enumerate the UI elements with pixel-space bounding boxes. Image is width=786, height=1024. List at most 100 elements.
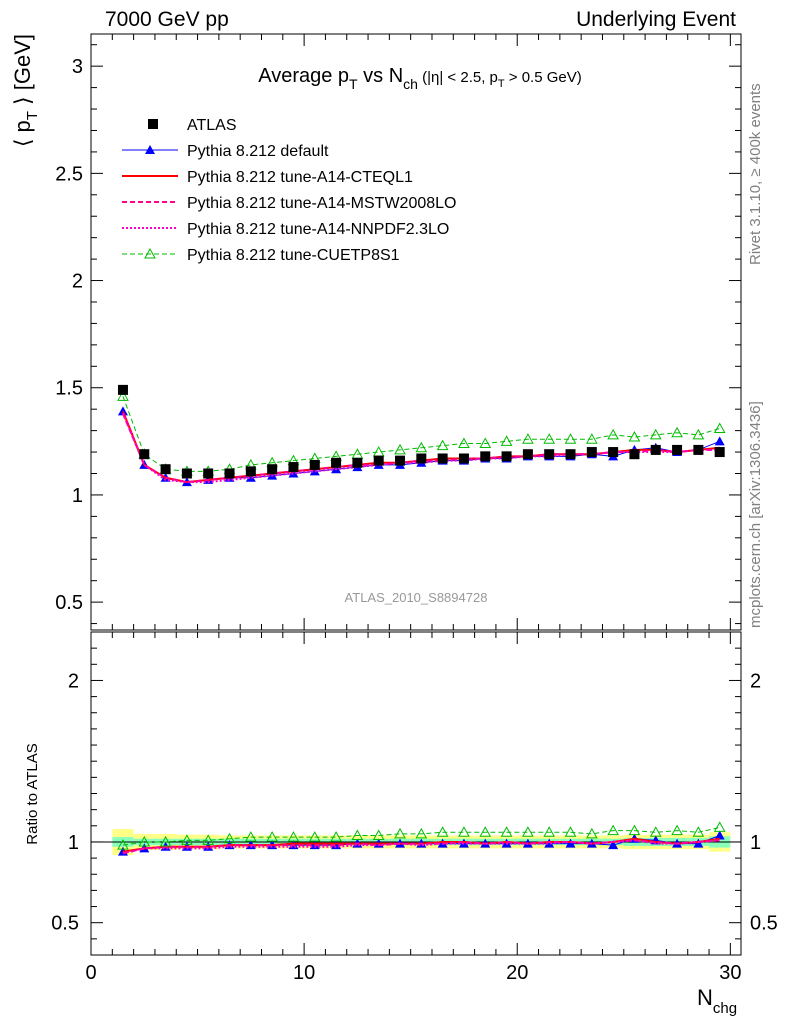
main-data-point <box>139 449 150 460</box>
main-data-point <box>288 462 299 473</box>
ratio-point-cuetp8s1 <box>628 824 641 836</box>
ratio-point-cuetp8s1 <box>458 826 470 837</box>
ratio-y-axis-title: Ratio to ATLAS <box>24 743 41 844</box>
legend-label-cteql1: Pythia 8.212 tune-A14-CTEQL1 <box>187 169 413 186</box>
ratio-line-cuetp8s1 <box>122 826 720 846</box>
legend-label-data: ATLAS <box>187 117 237 134</box>
ratio-point-cuetp8s1 <box>351 829 364 840</box>
y-tick-label-right: 2 <box>750 670 761 692</box>
main-data-point <box>309 459 320 470</box>
main-point-cuetp8s1 <box>628 431 641 442</box>
y-tick-label: 1 <box>68 832 79 854</box>
y-tick-label: 2 <box>72 271 83 293</box>
main-point-cuetp8s1 <box>436 439 449 451</box>
main-data-point <box>586 447 597 458</box>
y-tick-label: 2.5 <box>55 163 83 185</box>
main-data-point <box>117 384 128 395</box>
main-data-point <box>203 468 214 479</box>
ratio-point-default <box>693 838 704 848</box>
y-axis-title: ⟨ pT ⟩ [GeV] <box>10 34 41 147</box>
mcplots-label: mcplots.cern.ch [arXiv:1306.3436] <box>747 401 764 628</box>
main-point-cuetp8s1 <box>458 437 470 448</box>
ratio-point-cuetp8s1 <box>287 831 300 842</box>
main-data-point <box>181 468 192 479</box>
legend-label-mstw: Pythia 8.212 tune-A14-MSTW2008LO <box>187 195 456 212</box>
ratio-point-cuetp8s1 <box>223 832 236 844</box>
ratio-plot-frame <box>90 631 742 956</box>
main-point-cuetp8s1 <box>671 426 683 438</box>
ratio-point-cuetp8s1 <box>394 827 406 839</box>
main-point-cuetp8s1 <box>522 433 534 444</box>
main-point-cuetp8s1 <box>713 422 726 433</box>
ratio-line-mstw <box>122 839 720 855</box>
ratio-point-default <box>544 838 555 848</box>
main-point-cuetp8s1 <box>692 428 705 440</box>
ratio-point-cuetp8s1 <box>671 824 683 836</box>
main-data-point <box>501 451 512 462</box>
main-point-cuetp8s1 <box>479 437 492 448</box>
main-point-default <box>288 468 299 478</box>
main-data-point <box>437 453 448 464</box>
main-point-cuetp8s1 <box>585 433 598 444</box>
ratio-point-cuetp8s1 <box>522 826 534 837</box>
legend-marker-default <box>145 145 155 154</box>
main-data-point <box>544 449 555 460</box>
rivet-version-label: Rivet 3.1.10, ≥ 400k events <box>747 83 764 265</box>
main-data-point <box>267 464 278 475</box>
y-tick-label-right: 0.5 <box>750 913 778 935</box>
main-data-point <box>714 447 725 458</box>
ratio-point-cuetp8s1 <box>692 826 705 837</box>
ratio-point-cuetp8s1 <box>372 829 385 840</box>
main-data-point <box>224 468 235 479</box>
main-data-point <box>160 464 171 475</box>
ratio-point-cuetp8s1 <box>330 831 342 842</box>
main-point-cuetp8s1 <box>607 428 619 440</box>
chart-title: Average pT vs Nch (|η| < 2.5, pT > 0.5 G… <box>258 65 582 92</box>
ratio-point-cuetp8s1 <box>713 821 726 832</box>
ratio-point-cuetp8s1 <box>138 835 151 847</box>
x-tick-label: 0 <box>85 962 96 984</box>
main-data-point <box>672 444 683 455</box>
main-data-point <box>522 449 533 460</box>
legend-marker-data <box>148 119 158 129</box>
main-data-point <box>458 453 469 464</box>
ratio-point-cuetp8s1 <box>202 834 215 845</box>
ratio-point-cuetp8s1 <box>500 826 513 837</box>
main-plot-frame <box>90 33 742 631</box>
main-point-default <box>714 436 725 446</box>
legend-label-default: Pythia 8.212 default <box>187 143 329 160</box>
main-data-point <box>352 457 363 468</box>
y-tick-label: 0.5 <box>51 913 79 935</box>
y-tick-label: 1.5 <box>55 378 83 400</box>
main-point-default <box>245 472 256 482</box>
ratio-point-cuetp8s1 <box>266 831 278 842</box>
ratio-point-default <box>714 830 725 840</box>
ratio-point-cuetp8s1 <box>415 827 428 839</box>
ratio-point-cuetp8s1 <box>117 839 129 850</box>
main-point-cuetp8s1 <box>500 435 513 446</box>
main-data-point <box>480 451 491 462</box>
main-data-point <box>245 466 256 477</box>
ratio-point-cuetp8s1 <box>479 826 492 837</box>
ratio-line-nnpdf <box>122 839 720 855</box>
ratio-point-cuetp8s1 <box>244 831 257 842</box>
y-tick-label: 3 <box>72 56 83 78</box>
legend-label-nnpdf: Pythia 8.212 tune-A14-NNPDF2.3LO <box>187 221 449 238</box>
y-tick-label-right: 1 <box>750 832 761 854</box>
legend-marker-cuetp8s1 <box>144 247 156 259</box>
main-data-point <box>608 447 619 458</box>
y-tick-label: 2 <box>68 670 79 692</box>
x-tick-label: 20 <box>506 962 528 984</box>
main-data-point <box>565 449 576 460</box>
main-data-point <box>650 444 661 455</box>
ratio-point-cuetp8s1 <box>649 826 662 837</box>
x-tick-label: 30 <box>719 962 741 984</box>
ratio-point-cuetp8s1 <box>607 824 619 836</box>
x-tick-label: 10 <box>293 962 315 984</box>
ratio-point-cuetp8s1 <box>181 834 193 845</box>
main-data-point <box>416 453 427 464</box>
ratio-point-default <box>565 838 576 848</box>
main-line-cuetp8s1 <box>122 396 720 472</box>
header-right: Underlying Event <box>576 8 736 31</box>
